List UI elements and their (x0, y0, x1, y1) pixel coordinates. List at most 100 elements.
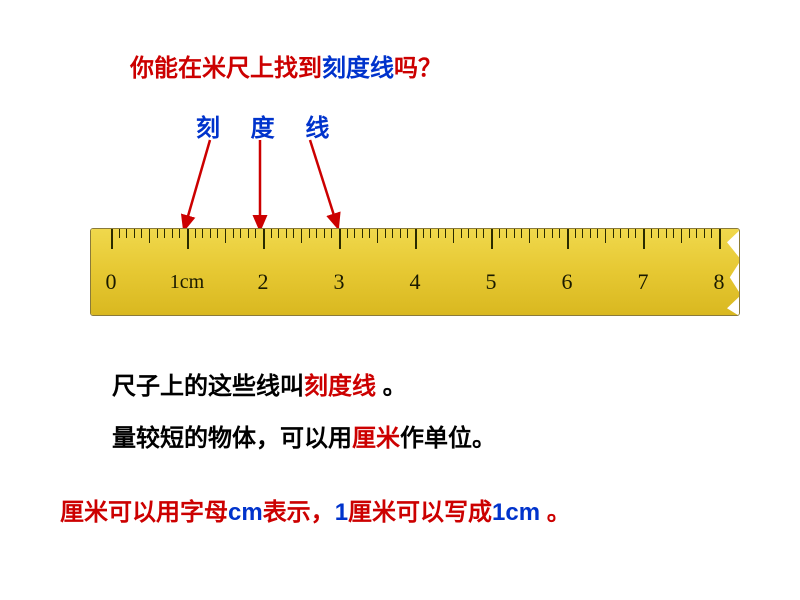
tick-minor (559, 229, 560, 238)
title-suffix: 吗？ (394, 55, 442, 82)
tick-minor (544, 229, 545, 238)
tick-minor (658, 229, 659, 238)
tick-major (491, 229, 493, 249)
tick-minor (400, 229, 401, 238)
tick-minor (499, 229, 500, 238)
tick-minor (537, 229, 538, 238)
tick-minor (392, 229, 393, 238)
tick-mid (301, 229, 302, 243)
ruler-label: 6 (562, 269, 573, 295)
definition-line-1: 尺子上的这些线叫刻度线 。 (112, 366, 407, 401)
tick-minor (552, 229, 553, 238)
tick-minor (172, 229, 173, 238)
arrows-label: 刻 度 线 (196, 108, 341, 143)
line3-p4: 。 (540, 499, 571, 526)
ruler-label: 8 (714, 269, 725, 295)
ruler-label: 7 (638, 269, 649, 295)
ruler-body: 0 1cm 2 3 4 5 6 7 8 (91, 229, 739, 315)
tick-minor (324, 229, 325, 238)
tick-minor (711, 229, 712, 238)
line2-highlight: 厘米 (352, 425, 400, 452)
tick-minor (575, 229, 576, 238)
tick-minor (506, 229, 507, 238)
tick-minor (316, 229, 317, 238)
tick-minor (696, 229, 697, 238)
tick-minor (248, 229, 249, 238)
title-prefix: 你能在米尺上找到 (130, 55, 322, 82)
tick-minor (521, 229, 522, 238)
tick-minor (620, 229, 621, 238)
tick-minor (514, 229, 515, 238)
arrow-line (310, 140, 338, 228)
tick-major (187, 229, 189, 249)
tick-minor (309, 229, 310, 238)
tick-minor (240, 229, 241, 238)
tick-minor (293, 229, 294, 238)
line3-blue2: 1 (335, 499, 348, 526)
line3-p2: 表示， (263, 499, 335, 526)
line2-suffix: 作单位。 (400, 425, 496, 452)
tick-minor (331, 229, 332, 238)
tick-minor (141, 229, 142, 238)
tick-minor (126, 229, 127, 238)
tick-mid (605, 229, 606, 243)
tick-minor (628, 229, 629, 238)
tick-minor (217, 229, 218, 238)
tick-minor (179, 229, 180, 238)
tick-minor (582, 229, 583, 238)
ruler-label: 2 (258, 269, 269, 295)
tick-minor (597, 229, 598, 238)
tick-minor (476, 229, 477, 238)
tick-minor (423, 229, 424, 238)
line2-prefix: 量较短的物体，可以用 (112, 425, 352, 452)
tick-minor (445, 229, 446, 238)
tick-minor (286, 229, 287, 238)
definition-line-3: 厘米可以用字母cm表示，1厘米可以写成1cm 。 (60, 492, 571, 527)
tick-minor (347, 229, 348, 238)
tick-major (263, 229, 265, 249)
arrow-line (184, 140, 210, 230)
tick-minor (278, 229, 279, 238)
line1-highlight: 刻度线 (304, 373, 376, 400)
tick-mid (681, 229, 682, 243)
ruler-label: 4 (410, 269, 421, 295)
tick-minor (673, 229, 674, 238)
tick-minor (461, 229, 462, 238)
tick-minor (651, 229, 652, 238)
tick-mid (529, 229, 530, 243)
tick-minor (613, 229, 614, 238)
line1-suffix: 。 (376, 373, 407, 400)
tick-major (719, 229, 721, 249)
ruler-label: 3 (334, 269, 345, 295)
tick-minor (369, 229, 370, 238)
ruler: 0 1cm 2 3 4 5 6 7 8 (90, 228, 740, 316)
tick-minor (704, 229, 705, 238)
tick-minor (202, 229, 203, 238)
line3-blue1: cm (228, 499, 263, 526)
tick-minor (157, 229, 158, 238)
tick-minor (119, 229, 120, 238)
tick-minor (233, 229, 234, 238)
tick-minor (362, 229, 363, 238)
question-title: 你能在米尺上找到刻度线吗？ (130, 48, 442, 83)
tick-minor (666, 229, 667, 238)
tick-minor (134, 229, 135, 238)
tick-mid (149, 229, 150, 243)
tick-major (567, 229, 569, 249)
tick-minor (354, 229, 355, 238)
tick-major (643, 229, 645, 249)
definition-line-2: 量较短的物体，可以用厘米作单位。 (112, 418, 496, 453)
tick-mid (377, 229, 378, 243)
line1-prefix: 尺子上的这些线叫 (112, 373, 304, 400)
line3-p3: 厘米可以写成 (348, 499, 492, 526)
tick-minor (468, 229, 469, 238)
tick-minor (438, 229, 439, 238)
tick-minor (689, 229, 690, 238)
ruler-label: 0 (106, 269, 117, 295)
tick-minor (407, 229, 408, 238)
tick-minor (430, 229, 431, 238)
line3-p1: 厘米可以用字母 (60, 499, 228, 526)
tick-minor (271, 229, 272, 238)
ruler-label: 5 (486, 269, 497, 295)
ruler-label: 1cm (170, 271, 204, 294)
